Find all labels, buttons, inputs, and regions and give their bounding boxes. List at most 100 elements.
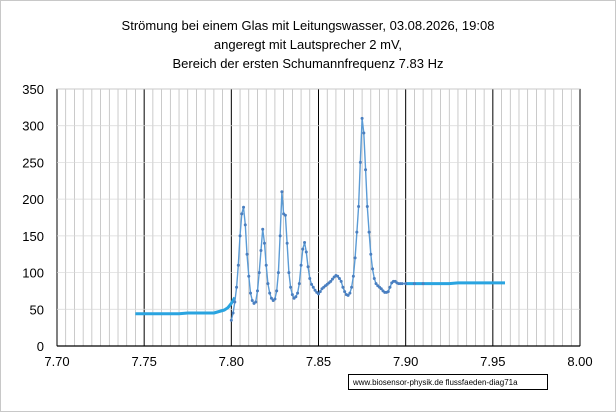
data-point: [308, 276, 312, 280]
chart-title-line-1: Strömung bei einem Glas mit Leitungswass…: [121, 18, 495, 33]
data-point: [273, 297, 277, 301]
x-tick-label: 8.00: [567, 354, 592, 369]
data-point: [255, 289, 259, 293]
data-point: [357, 204, 361, 208]
data-point: [278, 234, 282, 238]
series-line: [405, 281, 505, 286]
data-point: [262, 241, 266, 245]
data-point: [353, 256, 357, 260]
data-point: [250, 298, 254, 302]
data-point: [360, 116, 364, 120]
data-point: [355, 230, 359, 234]
x-tick-label: 7.90: [393, 354, 418, 369]
data-point: [289, 285, 293, 289]
data-point: [280, 190, 284, 194]
data-point: [235, 285, 239, 289]
x-tick-label: 7.85: [306, 354, 331, 369]
data-point: [243, 223, 247, 227]
data-point: [266, 282, 270, 286]
data-point: [365, 204, 369, 208]
data-point: [275, 289, 279, 293]
y-tick-label: 200: [22, 192, 44, 207]
data-point: [296, 291, 300, 295]
data-point: [229, 318, 233, 322]
data-point: [283, 213, 287, 217]
data-point: [268, 291, 272, 295]
data-point: [404, 282, 408, 286]
data-point: [343, 290, 347, 294]
data-point: [247, 274, 251, 278]
data-point: [341, 285, 345, 289]
data-point: [276, 271, 280, 275]
data-point: [236, 263, 240, 267]
data-point: [290, 293, 294, 297]
data-point: [269, 296, 273, 300]
data-point: [259, 249, 263, 253]
chart-title-line-2: angeregt mit Lautsprecher 2 mV,: [213, 37, 403, 52]
data-point: [238, 234, 242, 238]
chart-title-line-3: Bereich der ersten Schumannfrequenz 7.83…: [172, 56, 444, 71]
data-point: [367, 230, 371, 234]
data-point: [330, 277, 334, 281]
data-point: [240, 212, 244, 216]
data-point: [388, 285, 392, 289]
data-point: [257, 271, 261, 275]
series-line: [135, 296, 237, 316]
y-tick-label: 300: [22, 119, 44, 134]
data-point: [254, 300, 258, 304]
data-point: [231, 311, 235, 315]
data-point: [261, 227, 265, 231]
data-point: [285, 241, 289, 245]
data-point: [317, 292, 320, 296]
x-tick-label: 7.80: [219, 354, 244, 369]
data-point: [346, 293, 350, 297]
data-point: [400, 282, 404, 286]
data-point: [264, 263, 268, 267]
data-point: [287, 271, 291, 275]
y-tick-label: 350: [22, 82, 44, 97]
x-tick-label: 7.70: [44, 354, 69, 369]
data-point: [336, 274, 340, 278]
data-point: [348, 291, 352, 295]
data-point: [358, 160, 362, 164]
data-point: [303, 240, 307, 244]
data-point: [310, 282, 314, 286]
data-point: [369, 252, 373, 256]
data-point: [374, 282, 378, 286]
data-point: [311, 285, 315, 289]
data-point: [412, 282, 416, 286]
data-point: [245, 252, 249, 256]
data-point: [242, 205, 246, 209]
data-point: [306, 265, 310, 269]
data-point: [329, 279, 333, 283]
data-point: [301, 247, 305, 251]
data-point: [294, 295, 298, 299]
y-tick-label: 0: [37, 339, 44, 354]
x-tick-label: 7.95: [480, 354, 505, 369]
data-point: [351, 274, 355, 278]
data-point: [337, 276, 341, 280]
data-point: [350, 285, 354, 289]
data-point: [421, 282, 425, 286]
data-point: [379, 287, 383, 291]
data-point: [371, 267, 375, 271]
data-point: [249, 291, 253, 295]
y-tick-label: 150: [22, 229, 44, 244]
data-point: [299, 263, 303, 267]
y-tick-label: 250: [22, 155, 44, 170]
data-point: [372, 276, 376, 280]
y-tick-label: 50: [30, 302, 44, 317]
y-tick-label: 100: [22, 266, 44, 281]
data-point: [233, 300, 237, 304]
data-point: [386, 290, 390, 294]
data-point: [313, 288, 317, 292]
data-point: [339, 279, 343, 283]
data-point: [318, 290, 322, 294]
x-tick-label: 7.75: [132, 354, 157, 369]
data-point: [364, 168, 368, 172]
credit-text: www.biosensor-physik.de flussfaeden-diag…: [348, 374, 548, 390]
data-point: [362, 131, 366, 135]
data-point: [297, 282, 301, 286]
data-point: [304, 250, 308, 254]
